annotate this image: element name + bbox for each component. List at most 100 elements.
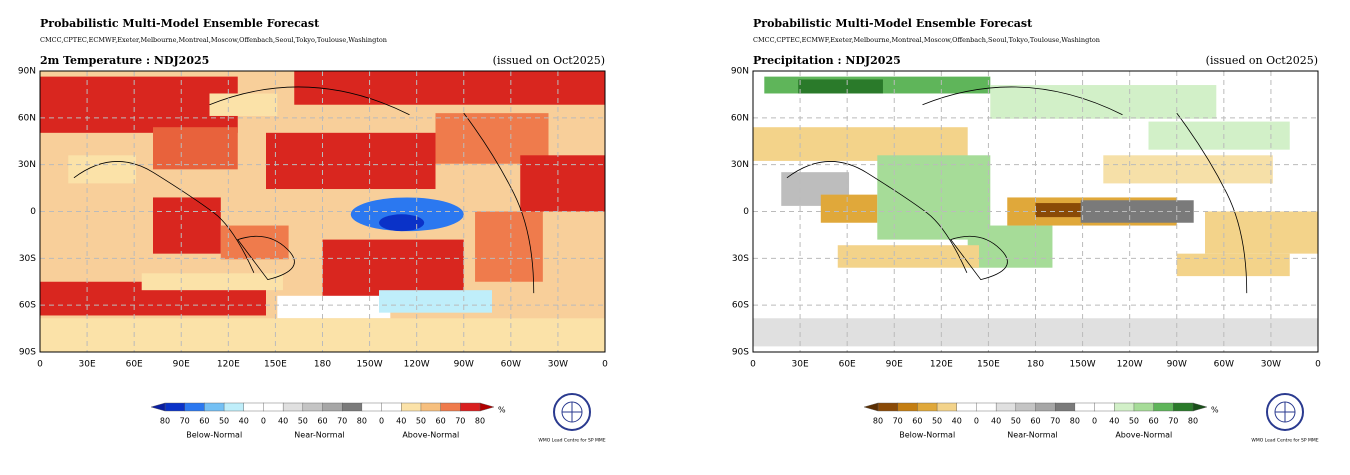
colorbar-tick: 40 bbox=[952, 417, 962, 426]
colorbar-tick: 50 bbox=[219, 417, 229, 426]
colorbar-segment bbox=[917, 402, 938, 412]
colorbar-tick: 80 bbox=[1188, 417, 1198, 426]
models: CMCC,CPTEC,ECMWF,Exeter,Melbourne,Montre… bbox=[753, 36, 1100, 44]
colorbar-tick: 50 bbox=[932, 417, 942, 426]
colorbar-tick: 60 bbox=[436, 417, 446, 426]
colorbar-category: Above-Normal bbox=[402, 431, 459, 440]
lat-label: 60S bbox=[732, 301, 749, 311]
lat-label: 60S bbox=[19, 301, 36, 311]
colorbar-segment bbox=[243, 402, 264, 412]
colorbar-segment bbox=[282, 402, 304, 412]
map-region bbox=[350, 197, 464, 232]
map-region bbox=[837, 245, 979, 268]
lon-label: 0 bbox=[750, 360, 756, 370]
lon-label: 150W bbox=[357, 360, 383, 370]
colorbar-tick: 70 bbox=[455, 417, 465, 426]
colorbar-segment bbox=[302, 402, 323, 412]
map-region bbox=[967, 225, 1053, 268]
lon-label: 90W bbox=[454, 360, 474, 370]
colorbar-segment bbox=[1173, 402, 1194, 412]
map-region bbox=[520, 155, 605, 212]
map-region bbox=[1205, 211, 1318, 254]
lon-label: 150E bbox=[977, 360, 1000, 370]
lon-label: 150W bbox=[1070, 360, 1096, 370]
colorbar-segment bbox=[164, 402, 186, 412]
map-region bbox=[475, 211, 543, 282]
coastline bbox=[73, 86, 535, 294]
colorbar-tick: 70 bbox=[1168, 417, 1178, 426]
map-region bbox=[68, 155, 137, 184]
map-region bbox=[220, 225, 289, 260]
lat-label: 0 bbox=[30, 207, 36, 217]
lon-label: 60E bbox=[839, 360, 856, 370]
colorbar-tick: 50 bbox=[298, 417, 308, 426]
colorbar-tick: 60 bbox=[1030, 417, 1040, 426]
colorbar-segment bbox=[1015, 402, 1036, 412]
colorbar-segment bbox=[263, 402, 284, 412]
lon-label: 90E bbox=[173, 360, 190, 370]
lat-label: 60N bbox=[18, 113, 36, 123]
colorbar-tick: 0 bbox=[1092, 417, 1097, 426]
colorbar-tick: 0 bbox=[261, 417, 266, 426]
models: CMCC,CPTEC,ECMWF,Exeter,Melbourne,Montre… bbox=[40, 36, 387, 44]
colorbar-segment bbox=[341, 402, 363, 412]
lat-label: 30S bbox=[732, 254, 749, 264]
map-region bbox=[1103, 155, 1273, 184]
colorbar-tick: 40 bbox=[396, 417, 406, 426]
map-region bbox=[153, 127, 238, 170]
colorbar-tick: 80 bbox=[1070, 417, 1080, 426]
colorbar-segment bbox=[1094, 402, 1115, 412]
logo bbox=[553, 393, 591, 431]
lon-label: 0 bbox=[37, 360, 43, 370]
colorbar-category: Near-Normal bbox=[1007, 431, 1057, 440]
issued: (issued on Oct2025) bbox=[1206, 54, 1318, 67]
colorbar-tick: 60 bbox=[199, 417, 209, 426]
colorbar-segment bbox=[936, 402, 958, 412]
colorbar-end bbox=[1192, 402, 1208, 412]
lon-label: 0 bbox=[1315, 360, 1321, 370]
colorbar-tick: 40 bbox=[1109, 417, 1119, 426]
colorbar-segment bbox=[995, 402, 1017, 412]
map-region bbox=[209, 93, 278, 116]
map-frame bbox=[39, 70, 606, 353]
colorbar-tick: 70 bbox=[893, 417, 903, 426]
colorbar-tick: 70 bbox=[337, 417, 347, 426]
map-region bbox=[820, 194, 878, 223]
colorbar-tick: 40 bbox=[278, 417, 288, 426]
lat-label: 90S bbox=[732, 348, 749, 358]
lon-label: 180 bbox=[314, 360, 331, 370]
colorbar-category: Below-Normal bbox=[899, 431, 955, 440]
lat-label: 90N bbox=[18, 67, 36, 77]
colorbar-tick: 70 bbox=[180, 417, 190, 426]
map-region bbox=[153, 197, 221, 254]
colorbar-segment bbox=[204, 402, 225, 412]
lon-label: 120W bbox=[1117, 360, 1143, 370]
colorbar-segment bbox=[361, 402, 383, 412]
lat-label: 90S bbox=[19, 348, 36, 358]
map-region bbox=[141, 273, 283, 291]
colorbar-category: Below-Normal bbox=[186, 431, 242, 440]
map-region bbox=[379, 214, 425, 232]
lon-label: 30W bbox=[1261, 360, 1281, 370]
colorbar-unit: % bbox=[1211, 406, 1219, 415]
lon-label: 120W bbox=[404, 360, 430, 370]
title: Probabilistic Multi-Model Ensemble Forec… bbox=[40, 17, 320, 30]
lat-label: 30N bbox=[18, 160, 36, 170]
colorbar-tick: 0 bbox=[974, 417, 979, 426]
variable: 2m Temperature : NDJ2025 bbox=[40, 54, 209, 67]
map-region bbox=[990, 85, 1217, 119]
colorbar-end bbox=[479, 402, 495, 412]
lon-label: 180 bbox=[1027, 360, 1044, 370]
colorbar-tick: 80 bbox=[357, 417, 367, 426]
colorbar-tick: 80 bbox=[160, 417, 170, 426]
colorbar-tick: 50 bbox=[1011, 417, 1021, 426]
logo-text: WMO Lead Centre for SP MME bbox=[1251, 438, 1318, 444]
colorbar-tick: 50 bbox=[1129, 417, 1139, 426]
colorbar-segment bbox=[897, 402, 918, 412]
lon-label: 30W bbox=[548, 360, 568, 370]
colorbar-tick: 60 bbox=[1149, 417, 1159, 426]
colorbar-segment bbox=[460, 402, 481, 412]
colorbar-tick: 80 bbox=[873, 417, 883, 426]
lon-label: 0 bbox=[602, 360, 608, 370]
